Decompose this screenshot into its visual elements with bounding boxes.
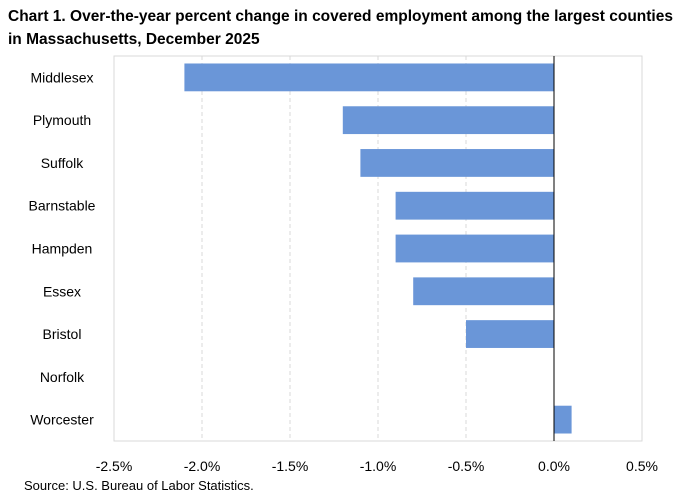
- category-label-norfolk: Norfolk: [40, 369, 85, 385]
- x-tick-label: -2.5%: [96, 458, 133, 474]
- x-tick-label: -1.0%: [360, 458, 397, 474]
- category-label-hampden: Hampden: [32, 241, 93, 257]
- chart-title: Chart 1. Over-the-year percent change in…: [8, 8, 673, 48]
- category-label-plymouth: Plymouth: [33, 112, 91, 128]
- bar-worcester: [554, 405, 572, 434]
- bar-suffolk: [360, 149, 554, 177]
- bar-essex: [413, 277, 554, 306]
- bar-middlesex: [184, 63, 554, 92]
- category-label-suffolk: Suffolk: [41, 155, 85, 171]
- x-tick-label: 0.0%: [538, 458, 570, 474]
- category-label-worcester: Worcester: [30, 412, 94, 428]
- category-label-middlesex: Middlesex: [30, 69, 93, 85]
- source-note: Source: U.S. Bureau of Labor Statistics.: [24, 478, 254, 493]
- x-tick-label: 0.5%: [626, 458, 658, 474]
- bar-barnstable: [395, 191, 554, 220]
- category-label-barnstable: Barnstable: [29, 198, 96, 214]
- x-tick-label: -0.5%: [448, 458, 485, 474]
- bar-hampden: [395, 234, 554, 263]
- category-label-bristol: Bristol: [43, 326, 82, 342]
- bar-bristol: [466, 320, 554, 348]
- x-tick-label: -1.5%: [272, 458, 309, 474]
- x-tick-label: -2.0%: [184, 458, 221, 474]
- bar-plymouth: [342, 106, 554, 135]
- category-label-essex: Essex: [43, 283, 81, 299]
